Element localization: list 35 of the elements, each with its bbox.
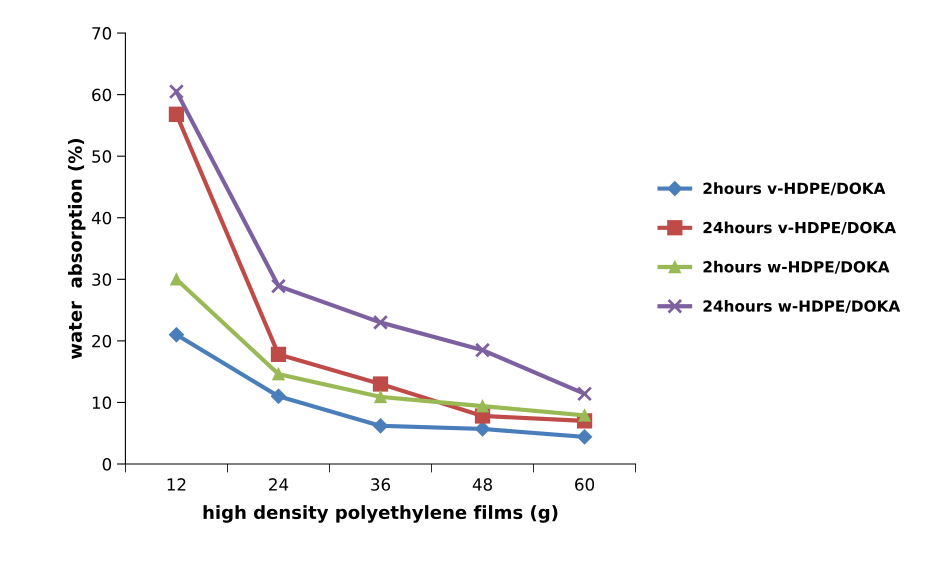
x-tick-label: 60 (575, 478, 594, 491)
point (270, 388, 286, 404)
y-tick-label: 50 (92, 150, 112, 163)
y-tick-label: 60 (92, 88, 112, 102)
point (476, 400, 489, 412)
y-tick-label: 30 (92, 273, 112, 286)
point (372, 418, 388, 434)
point (576, 429, 592, 444)
point (168, 106, 184, 122)
point (270, 346, 286, 362)
legend-label: 2hours v-HDPE/DOKA (704, 182, 886, 196)
legend-label: 24hours v-HDPE/DOKA (704, 222, 896, 235)
point (270, 278, 286, 294)
x-axis-title: high density polyethylene films (g) (204, 505, 558, 523)
point (374, 390, 387, 404)
y-tick-label: 20 (92, 334, 112, 348)
point (168, 84, 184, 100)
point (578, 409, 591, 422)
point (272, 368, 285, 380)
x-tick-label: 24 (269, 478, 288, 491)
x-tick-label: 48 (472, 478, 492, 491)
legend-label: 24hours w-HDPE/DOKA (704, 300, 900, 314)
y-axis-title: water absorption (%) (68, 138, 86, 360)
y-tick-label: 10 (92, 396, 112, 410)
legend-label: 2hours w-HDPE/DOKA (704, 260, 890, 274)
point (168, 327, 184, 342)
x-tick-label: 12 (168, 478, 186, 491)
point (474, 342, 490, 358)
y-tick-label: 0 (102, 458, 112, 471)
point (372, 314, 388, 330)
x-tick-label: 36 (371, 478, 390, 491)
point (576, 386, 592, 402)
point (372, 376, 388, 392)
y-tick-label: 70 (92, 27, 112, 40)
y-tick-label: 40 (92, 212, 112, 224)
